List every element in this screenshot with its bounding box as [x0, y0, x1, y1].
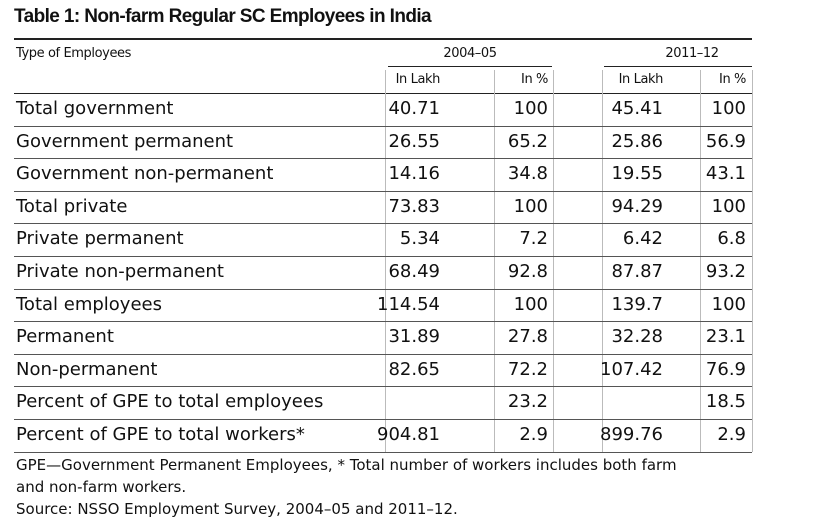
row-label: Percent of GPE to total workers* [16, 424, 305, 445]
column-divider [385, 70, 386, 452]
cell-value: 7.2 [519, 228, 548, 250]
cell-value: 2.9 [519, 424, 548, 445]
column-header: In % [521, 72, 548, 87]
row-rule [14, 190, 752, 192]
cell-value: 76.9 [705, 358, 746, 380]
cell-value: 40.71 [388, 98, 440, 119]
cell-value: 31.89 [388, 326, 440, 348]
cell-value: 72.2 [507, 358, 548, 380]
cell-value: 92.8 [507, 261, 548, 282]
cell-value: 100 [513, 195, 548, 217]
cell-value: 25.86 [611, 130, 663, 152]
row-rule [14, 419, 752, 420]
column-divider [494, 70, 495, 452]
cell-value: 904.81 [377, 424, 440, 445]
cell-value: 114.54 [377, 293, 440, 315]
column-divider [602, 70, 603, 452]
cell-value: 73.83 [388, 195, 440, 217]
group-header: 2004–05 [443, 46, 497, 61]
row-label: Total private [16, 195, 128, 217]
rule [388, 66, 552, 67]
row-label: Non-permanent [16, 358, 158, 380]
row-label: Percent of GPE to total employees [16, 391, 324, 413]
footnote: Source: NSSO Employment Survey, 2004–05 … [16, 499, 458, 518]
cell-value: 14.16 [388, 163, 440, 185]
rule [14, 38, 752, 40]
row-rule [14, 321, 752, 323]
column-divider [752, 70, 753, 452]
cell-value: 100 [513, 98, 548, 119]
row-rule [14, 451, 752, 453]
row-rule [14, 386, 752, 388]
cell-value: 68.49 [388, 261, 440, 282]
cell-value: 2.9 [717, 424, 746, 445]
cell-value: 107.42 [600, 358, 663, 380]
row-rule [14, 158, 752, 160]
cell-value: 23.2 [507, 391, 548, 413]
cell-value: 139.7 [611, 293, 663, 315]
cell-value: 34.8 [507, 163, 548, 185]
row-label: Total employees [16, 293, 162, 315]
cell-value: 100 [711, 293, 746, 315]
row-label: Government permanent [16, 130, 234, 152]
cell-value: 100 [711, 195, 746, 217]
row-label: Permanent [16, 326, 114, 348]
cell-value: 43.1 [705, 163, 746, 185]
column-header: In Lakh [395, 72, 441, 87]
row-rule [14, 353, 752, 355]
cell-value: 94.29 [611, 195, 663, 217]
cell-value: 6.42 [622, 228, 663, 250]
column-divider [700, 70, 701, 452]
footnote: GPE—Government Permanent Employees, * To… [16, 455, 677, 474]
cell-value: 87.87 [611, 261, 663, 282]
cell-value: 45.41 [611, 98, 663, 119]
row-label: Government non-permanent [16, 163, 274, 185]
rule [604, 66, 752, 67]
row-rule [14, 256, 752, 257]
row-rule [14, 288, 752, 290]
rule [14, 93, 752, 94]
cell-value: 32.28 [611, 326, 663, 348]
row-rule [14, 223, 752, 225]
cell-value: 93.2 [705, 261, 746, 282]
cell-value: 100 [711, 98, 746, 119]
column-divider [553, 70, 554, 452]
cell-value: 23.1 [705, 326, 746, 348]
footnote: and non-farm workers. [16, 477, 187, 496]
cell-value: 56.9 [705, 130, 746, 152]
cell-value: 82.65 [388, 358, 440, 380]
cell-value: 26.55 [388, 130, 440, 152]
row-label: Private permanent [16, 228, 184, 250]
cell-value: 899.76 [600, 424, 663, 445]
column-header: In Lakh [618, 72, 664, 87]
row-label: Private non-permanent [16, 261, 224, 282]
cell-value: 19.55 [611, 163, 663, 185]
group-header: 2011–12 [665, 46, 719, 61]
cell-value: 65.2 [507, 130, 548, 152]
cell-value: 100 [513, 293, 548, 315]
row-label: Total government [16, 98, 174, 119]
table-title: Table 1: Non-farm Regular SC Employees i… [14, 6, 432, 27]
row-rule [14, 125, 752, 127]
cell-value: 6.8 [717, 228, 746, 250]
cell-value: 18.5 [705, 391, 746, 413]
stub-header: Type of Employees [16, 46, 132, 61]
cell-value: 5.34 [399, 228, 440, 250]
column-header: In % [719, 72, 746, 87]
cell-value: 27.8 [507, 326, 548, 348]
